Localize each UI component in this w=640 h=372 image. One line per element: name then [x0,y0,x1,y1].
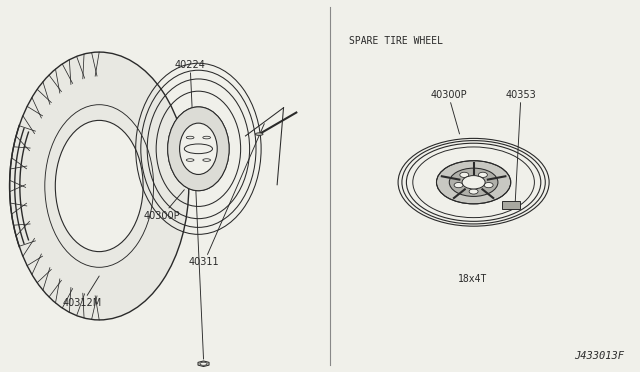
Text: 18x4T: 18x4T [458,274,487,284]
Circle shape [484,183,493,188]
Ellipse shape [184,144,212,154]
Text: 40224: 40224 [175,60,205,359]
Ellipse shape [10,52,189,320]
Text: 40311: 40311 [189,124,264,267]
Text: 40353: 40353 [506,90,536,202]
Text: 40300P: 40300P [430,90,467,134]
Ellipse shape [180,123,217,174]
Circle shape [479,172,488,177]
Text: J433013F: J433013F [574,351,624,361]
Text: SPARE TIRE WHEEL: SPARE TIRE WHEEL [349,36,443,46]
Ellipse shape [203,136,211,139]
Circle shape [454,183,463,188]
Circle shape [469,189,478,194]
FancyBboxPatch shape [502,201,520,209]
Ellipse shape [203,159,211,161]
Ellipse shape [168,107,229,191]
Circle shape [449,168,498,196]
Circle shape [462,176,485,189]
Ellipse shape [55,121,143,251]
Circle shape [460,172,468,177]
Polygon shape [198,361,209,366]
Ellipse shape [255,133,263,135]
Ellipse shape [200,362,207,365]
Text: 40300P: 40300P [144,190,184,221]
Circle shape [436,161,511,204]
Text: 40312M: 40312M [63,276,102,308]
Ellipse shape [186,136,194,139]
Ellipse shape [186,159,194,161]
